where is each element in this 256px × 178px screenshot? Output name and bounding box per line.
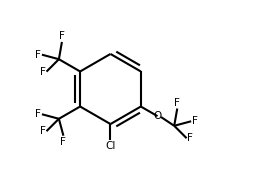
Text: F: F xyxy=(174,98,180,108)
Text: F: F xyxy=(40,126,46,136)
Text: F: F xyxy=(192,116,198,126)
Text: F: F xyxy=(35,50,41,60)
Text: F: F xyxy=(60,137,66,147)
Text: F: F xyxy=(59,31,65,41)
Text: F: F xyxy=(35,109,41,119)
Text: F: F xyxy=(40,67,46,77)
Text: F: F xyxy=(187,133,193,143)
Text: O: O xyxy=(153,111,162,121)
Text: Cl: Cl xyxy=(105,141,116,151)
